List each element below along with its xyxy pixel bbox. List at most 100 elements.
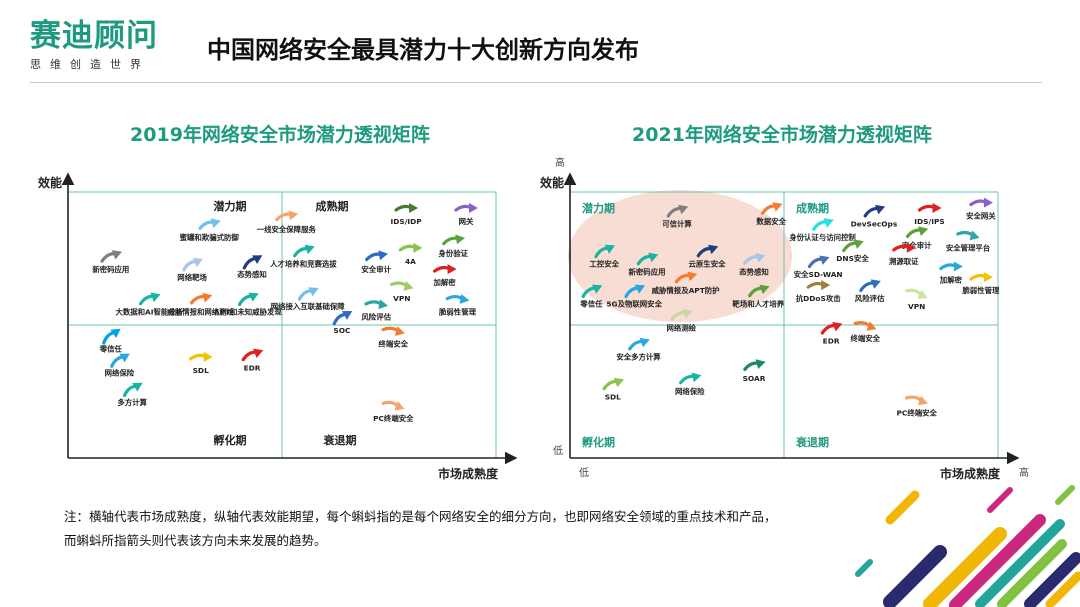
tadpole-arrow — [581, 284, 603, 299]
tadpole-arrow — [332, 311, 353, 326]
point-label: 终端安全 — [851, 334, 881, 343]
point-label: SOC — [333, 326, 350, 335]
tadpole-arrow — [743, 252, 766, 265]
tadpole-arrow — [445, 293, 470, 304]
quadrant-label: 衰退期 — [795, 435, 829, 449]
tadpole-arrow — [293, 244, 315, 258]
point-label: 蜜罐和欺骗式防御 — [180, 233, 240, 242]
point-label: 安全审计 — [361, 265, 391, 274]
point-label: 4A — [405, 257, 416, 266]
point-label: IDS/IPS — [914, 217, 944, 226]
tadpole-arrow — [969, 272, 993, 283]
point-label: 网络保险 — [675, 387, 705, 396]
point-label: 一线安全保障服务 — [257, 225, 317, 234]
point-label: 5G及物联网安全 — [606, 299, 662, 308]
page-title: 中国网络安全最具潜力十大创新方向发布 — [207, 36, 639, 64]
point-label: 新密码应用 — [92, 265, 129, 274]
point-label: 零信任 — [99, 345, 123, 354]
tadpole-arrow — [100, 250, 123, 263]
point-label: 风险评估 — [855, 294, 885, 303]
point-label: 网络测绘 — [667, 323, 697, 332]
point-label: 零信任 — [579, 299, 603, 308]
quadrant-label: 孵化期 — [214, 433, 247, 447]
point-label: APT和未知威胁发现 — [214, 307, 283, 316]
tadpole-arrow — [102, 328, 121, 345]
quadrant-label: 成熟期 — [796, 201, 829, 215]
x-tick-low: 低 — [579, 466, 589, 479]
point-label: VPN — [393, 294, 410, 303]
point-label: 加解密 — [433, 278, 457, 287]
footnote-line-2: 而蝌蚪所指箭头则代表该方向未来发展的趋势。 — [64, 533, 327, 548]
point-label: 网关 — [459, 217, 474, 226]
point-label: EDR — [823, 337, 840, 346]
tadpole-arrow — [892, 242, 916, 253]
point-label: SDL — [193, 366, 209, 375]
point-label: 工控安全 — [589, 260, 619, 269]
tadpole-arrow — [917, 203, 942, 213]
quadrant-label: 衰退期 — [323, 433, 357, 447]
tadpole-arrow — [198, 218, 221, 231]
point-label: 可信计算 — [662, 220, 692, 229]
tadpole-arrow — [628, 337, 650, 351]
point-label: DNS安全 — [836, 254, 869, 263]
tadpole-arrow — [365, 250, 389, 262]
tadpole-arrow — [905, 288, 928, 299]
point-label: 靶场和人才培养 — [732, 299, 784, 308]
tadpole-arrow — [594, 244, 616, 259]
quadrant-label: 孵化期 — [582, 435, 615, 449]
tadpole-arrow — [807, 255, 830, 269]
y-axis-label: 效能 — [540, 175, 564, 190]
potential-highlight-ellipse — [568, 190, 792, 322]
point-label: 安全多方计算 — [616, 353, 661, 362]
tadpole-arrow — [433, 264, 457, 275]
point-label: DevSecOps — [851, 220, 898, 229]
tadpole-arrow — [182, 258, 203, 272]
point-label: 威胁情报和网络测绘 — [167, 307, 234, 316]
point-label: 脆弱性管理 — [961, 286, 1000, 295]
footnote-line-1: 注：横轴代表市场成熟度，纵轴代表效能期望，每个蝌蚪指的是每个网络安全的细分方向，… — [64, 509, 777, 524]
tadpole-arrow — [364, 299, 389, 310]
tadpole-arrow — [398, 242, 423, 253]
logo: 赛迪顾问 思维创造世界 — [30, 18, 170, 72]
logo-name: 赛迪顾问 — [30, 18, 158, 54]
point-label: 数据安全 — [756, 217, 786, 226]
point-label: 态势感知 — [237, 270, 267, 279]
point-label: 威胁情报及APT防护 — [652, 286, 720, 295]
decorative-stripes — [855, 485, 1080, 607]
point-label: 身份验证 — [437, 249, 468, 258]
x-tick-high: 高 — [1019, 466, 1029, 479]
point-label: VPN — [908, 302, 925, 311]
chart-title-2021: 2021年网络安全市场潜力透视矩阵 — [632, 124, 932, 146]
point-label: 网络靶场 — [177, 273, 207, 282]
tadpole-arrow — [275, 210, 299, 222]
tadpole-arrow — [442, 234, 466, 246]
quadrant-label: 潜力期 — [214, 199, 247, 213]
point-label: 溯源取证 — [889, 257, 919, 266]
point-label: PC终端安全 — [373, 414, 414, 423]
tadpole-arrow — [842, 239, 864, 253]
tadpole-arrow — [454, 203, 478, 213]
tadpole-arrow — [381, 400, 405, 411]
footnote: 注：横轴代表市场成熟度，纵轴代表效能期望，每个蝌蚪指的是每个网络安全的细分方向，… — [64, 505, 777, 553]
point-label: 新密码应用 — [629, 268, 666, 277]
x-axis-label: 市场成熟度 — [438, 466, 499, 481]
tadpole-arrow — [859, 279, 881, 292]
tadpole-arrow — [237, 292, 259, 307]
tadpole-arrow — [242, 255, 263, 270]
header-divider — [30, 82, 1042, 83]
tadpole-arrow — [812, 218, 834, 231]
tadpole-arrow — [905, 395, 928, 406]
point-label: 云原生安全 — [689, 260, 727, 269]
tadpole-arrow — [820, 321, 843, 335]
point-label: 安全SD-WAN — [794, 270, 843, 279]
tadpole-arrow — [674, 271, 698, 284]
tadpole-arrow — [743, 359, 766, 372]
point-label: SDL — [605, 393, 621, 402]
point-label: 人才培养和竞赛选拔 — [270, 260, 337, 269]
tadpole-arrow — [679, 372, 702, 385]
tadpole-arrow — [853, 320, 877, 331]
quadrant-label: 潜力期 — [582, 201, 615, 215]
tadpole-arrow — [138, 292, 161, 306]
point-label: 网络接入互联基础保障 — [271, 302, 346, 311]
